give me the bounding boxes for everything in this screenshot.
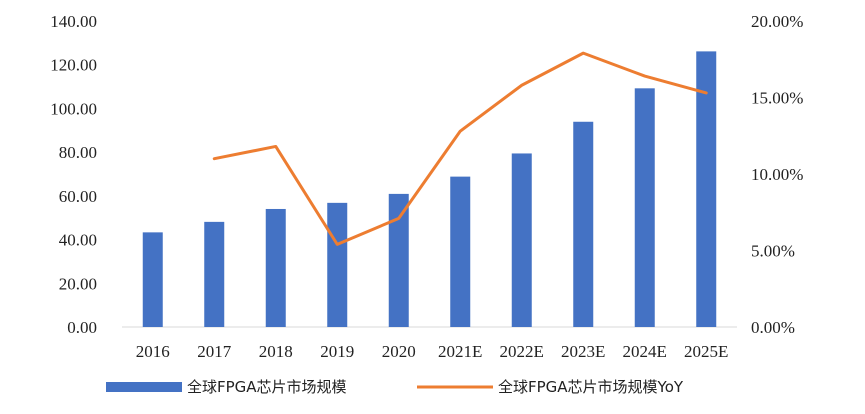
x-axis-tick: 2024E — [623, 342, 667, 361]
bar — [265, 208, 286, 327]
x-axis-tick: 2021E — [438, 342, 482, 361]
x-axis-tick: 2019 — [320, 342, 354, 361]
bar — [634, 88, 655, 327]
bar — [511, 153, 532, 327]
bar — [450, 176, 471, 327]
legend-bar-swatch — [106, 382, 182, 392]
bar-series — [142, 51, 717, 327]
x-axis-tick: 2020 — [382, 342, 416, 361]
x-axis-tick: 2018 — [259, 342, 293, 361]
left-axis-tick: 40.00 — [59, 231, 97, 250]
x-axis-tick: 2016 — [136, 342, 170, 361]
left-axis-tick: 140.00 — [50, 12, 97, 31]
x-axis-tick: 2025E — [684, 342, 728, 361]
bar — [204, 221, 225, 327]
right-axis: 0.00% 5.00% 10.00% 15.00% 20.00% — [751, 12, 803, 337]
left-axis-tick: 0.00 — [67, 318, 97, 337]
left-axis-tick: 20.00 — [59, 274, 97, 293]
left-axis: 0.00 20.00 40.00 60.00 80.00 100.00 120.00 140.… — [50, 12, 97, 337]
legend-line-label: 全球FPGA芯片市场规模YoY — [498, 378, 684, 396]
right-axis-tick: 10.00% — [751, 165, 803, 184]
right-axis-tick: 20.00% — [751, 12, 803, 31]
x-axis-tick: 2017 — [197, 342, 232, 361]
left-axis-tick: 120.00 — [50, 56, 97, 75]
right-axis-tick: 15.00% — [751, 89, 803, 108]
bar — [142, 232, 163, 327]
bar — [388, 193, 409, 327]
yoy-line — [212, 51, 708, 246]
x-axis: 2016 2017 2018 2019 2020 2021E 2022E 2023E 2024E… — [136, 342, 729, 361]
bar — [327, 202, 348, 327]
x-axis-tick: 2022E — [500, 342, 544, 361]
left-axis-tick: 60.00 — [59, 187, 97, 206]
left-axis-tick: 80.00 — [59, 143, 97, 162]
legend-bar-label: 全球FPGA芯片市场规模 — [187, 378, 347, 396]
x-axis-tick: 2023E — [561, 342, 605, 361]
bar — [573, 121, 594, 327]
left-axis-tick: 100.00 — [50, 99, 97, 118]
right-axis-tick: 5.00% — [751, 242, 795, 261]
right-axis-tick: 0.00% — [751, 318, 795, 337]
bar — [696, 51, 717, 327]
legend: 全球FPGA芯片市场规模 全球FPGA芯片市场规模YoY — [106, 378, 684, 396]
